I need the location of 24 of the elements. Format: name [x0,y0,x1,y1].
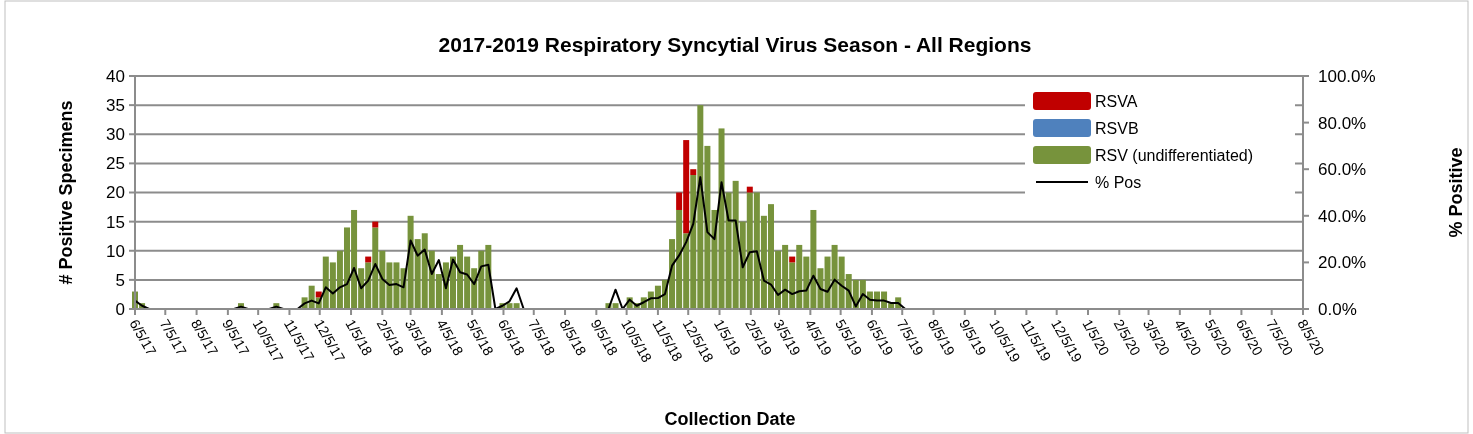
y-tick-label: 30 [106,125,125,145]
y-tick-label: 0 [115,299,125,319]
bar [746,186,753,193]
y2-axis-title: % Positive [1446,147,1466,238]
y2-tick-label: 20.0% [1318,253,1367,273]
y2-tick-label: 40.0% [1318,206,1367,226]
y-axis-title: # Positive Specimens [56,100,76,285]
y-tick-label: 40 [106,66,125,86]
y2-tick-label: 60.0% [1318,160,1367,180]
y-tick-label: 25 [106,154,125,174]
y2-tick-label: 0.0% [1318,299,1357,319]
y2-tick-label: 100.0% [1318,66,1376,86]
legend-label: RSVB [1095,119,1139,137]
y2-tick-label: 80.0% [1318,113,1367,133]
y-tick-label: 20 [106,183,125,203]
chart-title: 2017-2019 Respiratory Syncytial Virus Season - All Regions [438,33,1032,56]
y-tick-label: 5 [115,270,125,290]
legend-label: RSVA [1095,92,1138,110]
y-tick-label: 15 [106,212,125,232]
x-axis-title: Collection Date [664,409,796,429]
legend-label: RSV (undifferentiated) [1095,146,1254,164]
y-tick-label: 35 [106,96,125,116]
legend-label: % Pos [1095,173,1142,191]
y-tick-label: 10 [106,241,125,261]
